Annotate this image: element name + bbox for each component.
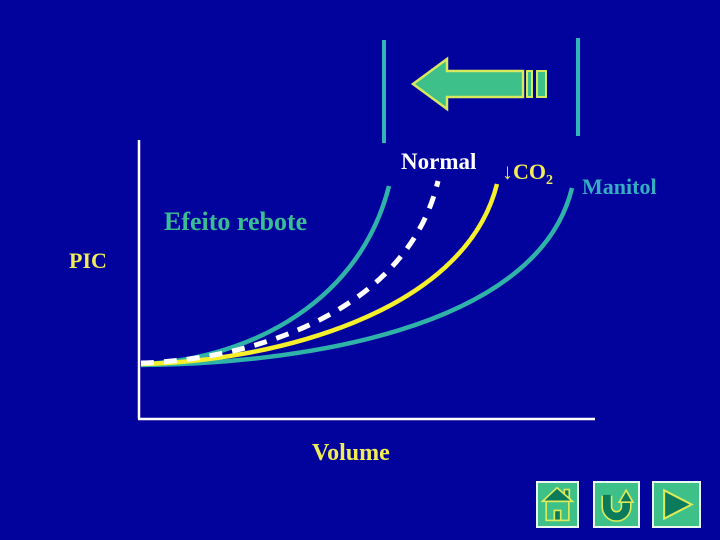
curve-label-manitol: Manitol: [582, 174, 657, 199]
annotation-efeito-rebote: Efeito rebote: [164, 207, 308, 236]
curve-efeito-rebote: [140, 180, 441, 366]
u-turn-up-arrow-icon: [601, 488, 635, 522]
home-icon: [540, 486, 575, 522]
return-button[interactable]: [593, 481, 640, 528]
next-button[interactable]: [652, 481, 701, 528]
curve-label-co2: ↓CO2: [502, 159, 553, 188]
curve-label-normal: Normal: [401, 149, 477, 174]
curve-manitol: [140, 187, 575, 368]
down-arrow-icon: ↓: [502, 159, 513, 184]
home-button[interactable]: [536, 481, 579, 528]
x-axis-label: Volume: [312, 440, 390, 466]
y-axis-label: PIC: [69, 248, 107, 273]
back-arrow-icon[interactable]: [410, 56, 547, 112]
play-right-arrow-icon: [663, 488, 694, 521]
